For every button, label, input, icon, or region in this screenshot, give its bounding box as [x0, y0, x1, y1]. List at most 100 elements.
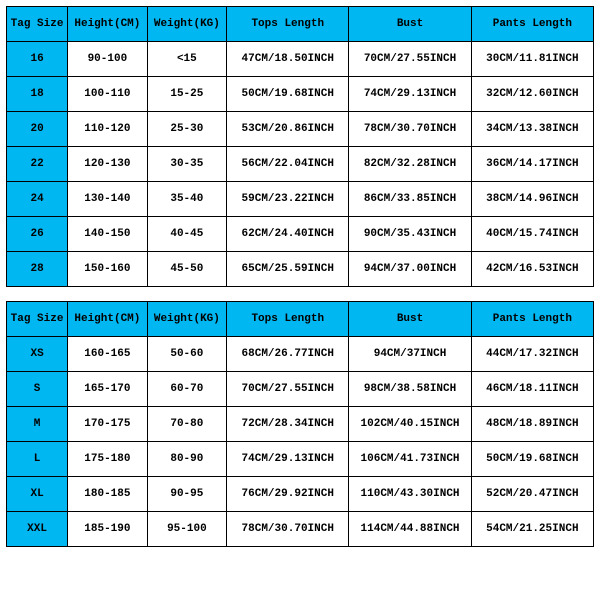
cell-weight: 50-60 — [147, 337, 226, 372]
cell-tag-size: 18 — [7, 77, 68, 112]
col-tag-size: Tag Size — [7, 7, 68, 42]
cell-tag-size: 16 — [7, 42, 68, 77]
cell-weight: 35-40 — [147, 182, 226, 217]
cell-tag-size: S — [7, 372, 68, 407]
cell-bust: 98CM/38.58INCH — [349, 372, 471, 407]
col-height: Height(CM) — [68, 302, 147, 337]
col-weight: Weight(KG) — [147, 302, 226, 337]
table-row: 22 120-130 30-35 56CM/22.04INCH 82CM/32.… — [7, 147, 594, 182]
cell-tops: 70CM/27.55INCH — [227, 372, 349, 407]
cell-bust: 94CM/37.00INCH — [349, 252, 471, 287]
cell-tops: 68CM/26.77INCH — [227, 337, 349, 372]
cell-weight: 30-35 — [147, 147, 226, 182]
cell-tag-size: 24 — [7, 182, 68, 217]
cell-tops: 76CM/29.92INCH — [227, 477, 349, 512]
col-pants-length: Pants Length — [471, 7, 593, 42]
cell-height: 185-190 — [68, 512, 147, 547]
table-row: XL 180-185 90-95 76CM/29.92INCH 110CM/43… — [7, 477, 594, 512]
col-tag-size: Tag Size — [7, 302, 68, 337]
cell-tops: 47CM/18.50INCH — [227, 42, 349, 77]
size-chart-adult: Tag Size Height(CM) Weight(KG) Tops Leng… — [6, 301, 594, 547]
cell-height: 110-120 — [68, 112, 147, 147]
col-pants-length: Pants Length — [471, 302, 593, 337]
cell-pants: 48CM/18.89INCH — [471, 407, 593, 442]
cell-pants: 44CM/17.32INCH — [471, 337, 593, 372]
table-row: 18 100-110 15-25 50CM/19.68INCH 74CM/29.… — [7, 77, 594, 112]
cell-tops: 59CM/23.22INCH — [227, 182, 349, 217]
cell-weight: 95-100 — [147, 512, 226, 547]
cell-tag-size: L — [7, 442, 68, 477]
cell-height: 130-140 — [68, 182, 147, 217]
table-row: 16 90-100 <15 47CM/18.50INCH 70CM/27.55I… — [7, 42, 594, 77]
col-tops-length: Tops Length — [227, 302, 349, 337]
cell-tops: 65CM/25.59INCH — [227, 252, 349, 287]
cell-pants: 46CM/18.11INCH — [471, 372, 593, 407]
cell-tops: 50CM/19.68INCH — [227, 77, 349, 112]
cell-weight: 90-95 — [147, 477, 226, 512]
cell-tag-size: XS — [7, 337, 68, 372]
cell-height: 150-160 — [68, 252, 147, 287]
cell-pants: 50CM/19.68INCH — [471, 442, 593, 477]
table-gap — [6, 287, 594, 301]
cell-pants: 34CM/13.38INCH — [471, 112, 593, 147]
cell-tag-size: 22 — [7, 147, 68, 182]
cell-height: 175-180 — [68, 442, 147, 477]
cell-height: 120-130 — [68, 147, 147, 182]
cell-pants: 40CM/15.74INCH — [471, 217, 593, 252]
cell-bust: 94CM/37INCH — [349, 337, 471, 372]
cell-weight: 60-70 — [147, 372, 226, 407]
cell-tops: 74CM/29.13INCH — [227, 442, 349, 477]
table-row: XXL 185-190 95-100 78CM/30.70INCH 114CM/… — [7, 512, 594, 547]
table-row: XS 160-165 50-60 68CM/26.77INCH 94CM/37I… — [7, 337, 594, 372]
cell-weight: 25-30 — [147, 112, 226, 147]
cell-height: 140-150 — [68, 217, 147, 252]
cell-height: 180-185 — [68, 477, 147, 512]
table-row: 20 110-120 25-30 53CM/20.86INCH 78CM/30.… — [7, 112, 594, 147]
cell-pants: 32CM/12.60INCH — [471, 77, 593, 112]
col-bust: Bust — [349, 302, 471, 337]
cell-weight: <15 — [147, 42, 226, 77]
cell-height: 170-175 — [68, 407, 147, 442]
cell-bust: 70CM/27.55INCH — [349, 42, 471, 77]
cell-weight: 70-80 — [147, 407, 226, 442]
cell-bust: 114CM/44.88INCH — [349, 512, 471, 547]
cell-tops: 72CM/28.34INCH — [227, 407, 349, 442]
cell-pants: 54CM/21.25INCH — [471, 512, 593, 547]
cell-pants: 52CM/20.47INCH — [471, 477, 593, 512]
cell-tag-size: XL — [7, 477, 68, 512]
cell-height: 160-165 — [68, 337, 147, 372]
cell-tag-size: 20 — [7, 112, 68, 147]
cell-bust: 86CM/33.85INCH — [349, 182, 471, 217]
cell-tag-size: 28 — [7, 252, 68, 287]
col-tops-length: Tops Length — [227, 7, 349, 42]
cell-weight: 40-45 — [147, 217, 226, 252]
size-chart-kids: Tag Size Height(CM) Weight(KG) Tops Leng… — [6, 6, 594, 287]
cell-weight: 15-25 — [147, 77, 226, 112]
cell-tag-size: XXL — [7, 512, 68, 547]
cell-tops: 56CM/22.04INCH — [227, 147, 349, 182]
cell-tops: 78CM/30.70INCH — [227, 512, 349, 547]
cell-pants: 42CM/16.53INCH — [471, 252, 593, 287]
cell-pants: 38CM/14.96INCH — [471, 182, 593, 217]
cell-tag-size: 26 — [7, 217, 68, 252]
col-weight: Weight(KG) — [147, 7, 226, 42]
table-row: M 170-175 70-80 72CM/28.34INCH 102CM/40.… — [7, 407, 594, 442]
table-row: 26 140-150 40-45 62CM/24.40INCH 90CM/35.… — [7, 217, 594, 252]
table-row: S 165-170 60-70 70CM/27.55INCH 98CM/38.5… — [7, 372, 594, 407]
cell-bust: 74CM/29.13INCH — [349, 77, 471, 112]
cell-tag-size: M — [7, 407, 68, 442]
cell-tops: 62CM/24.40INCH — [227, 217, 349, 252]
cell-bust: 102CM/40.15INCH — [349, 407, 471, 442]
cell-height: 90-100 — [68, 42, 147, 77]
cell-height: 165-170 — [68, 372, 147, 407]
cell-pants: 30CM/11.81INCH — [471, 42, 593, 77]
cell-bust: 82CM/32.28INCH — [349, 147, 471, 182]
table-row: L 175-180 80-90 74CM/29.13INCH 106CM/41.… — [7, 442, 594, 477]
cell-bust: 90CM/35.43INCH — [349, 217, 471, 252]
cell-bust: 106CM/41.73INCH — [349, 442, 471, 477]
header-row: Tag Size Height(CM) Weight(KG) Tops Leng… — [7, 302, 594, 337]
cell-weight: 45-50 — [147, 252, 226, 287]
cell-pants: 36CM/14.17INCH — [471, 147, 593, 182]
table-row: 28 150-160 45-50 65CM/25.59INCH 94CM/37.… — [7, 252, 594, 287]
table-row: 24 130-140 35-40 59CM/23.22INCH 86CM/33.… — [7, 182, 594, 217]
